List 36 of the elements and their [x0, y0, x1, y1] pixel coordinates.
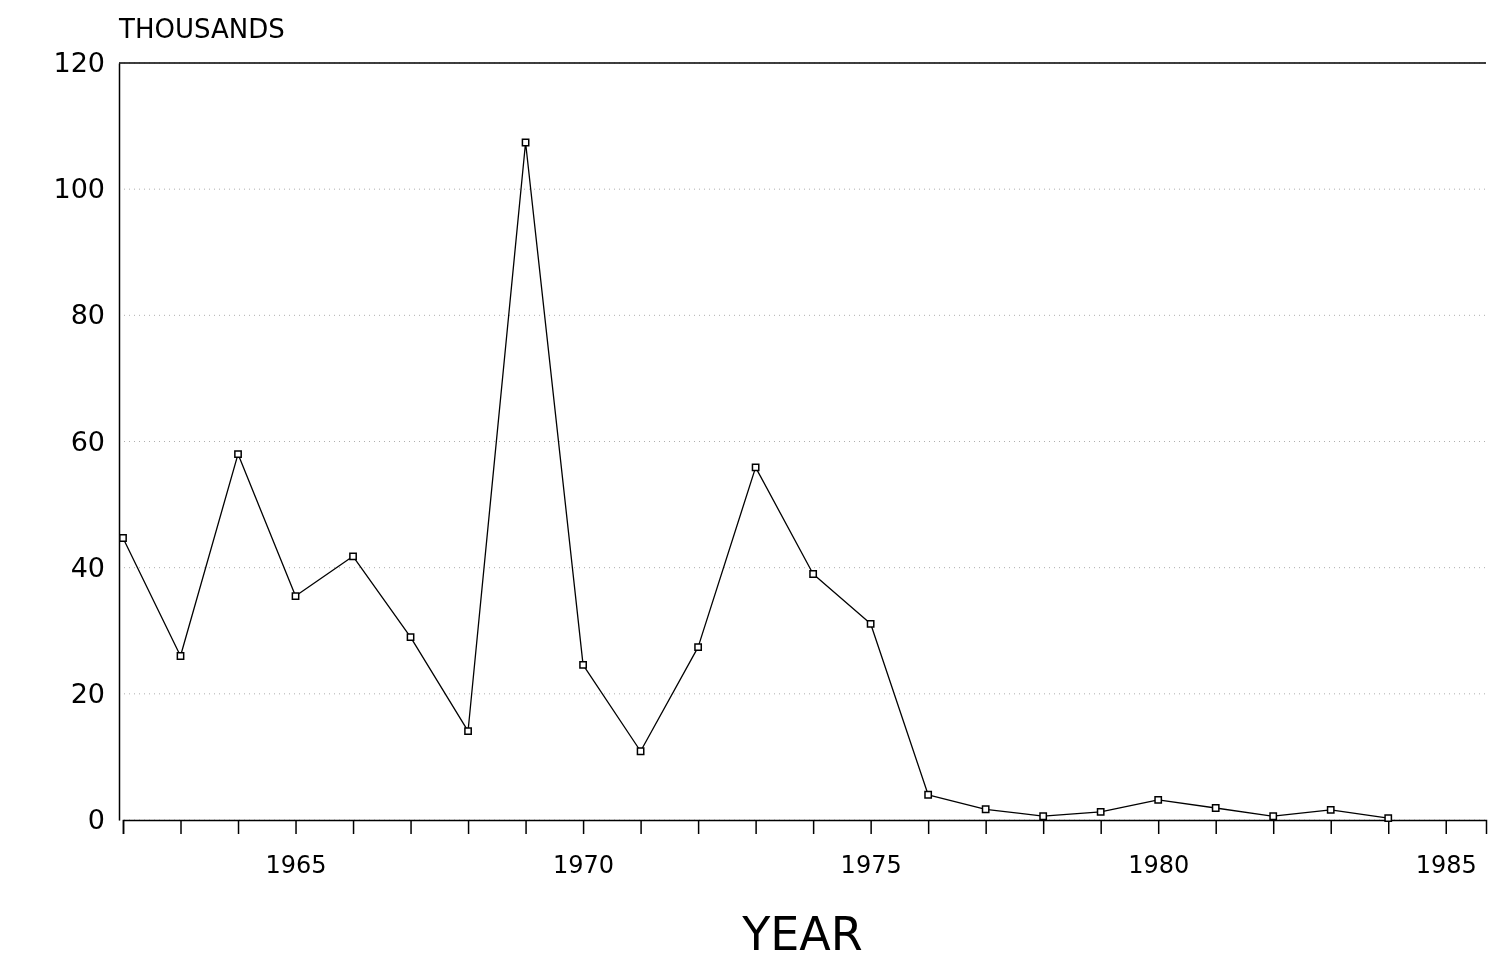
- point: [1096, 807, 1105, 816]
- x-tick-label: 1970: [553, 851, 615, 880]
- point: [1326, 805, 1335, 814]
- y-tick-label: 60: [70, 425, 105, 457]
- y-tick-label: 20: [70, 677, 105, 709]
- point: [119, 534, 127, 542]
- point: [579, 660, 587, 669]
- point: [1039, 812, 1048, 821]
- point: [636, 747, 645, 756]
- y-tick-label: 40: [70, 551, 105, 583]
- x-axis-title: YEAR: [741, 907, 863, 956]
- point: [234, 450, 242, 459]
- point: [1384, 814, 1393, 823]
- point: [349, 552, 357, 561]
- point: [924, 790, 933, 799]
- point: [464, 727, 472, 735]
- point: [406, 633, 415, 641]
- y-axis-title: THOUSANDS: [118, 14, 285, 44]
- point: [1211, 804, 1220, 812]
- point: [694, 643, 703, 652]
- point: [751, 463, 760, 472]
- y-tick-label: 120: [53, 47, 105, 79]
- x-tick-label: 1980: [1128, 851, 1190, 880]
- point: [1269, 812, 1278, 821]
- point: [981, 805, 990, 814]
- x-tick-label: 1975: [840, 851, 902, 880]
- point: [809, 570, 818, 578]
- y-tick-label: 0: [87, 804, 105, 836]
- point: [176, 652, 185, 660]
- y-tick-label: 100: [53, 173, 105, 205]
- x-tick-label: 1985: [1415, 851, 1477, 880]
- point: [291, 592, 300, 600]
- x-tick-label: 1965: [265, 851, 327, 880]
- y-tick-label: 80: [70, 299, 105, 331]
- point: [866, 619, 875, 628]
- point: [1154, 795, 1163, 804]
